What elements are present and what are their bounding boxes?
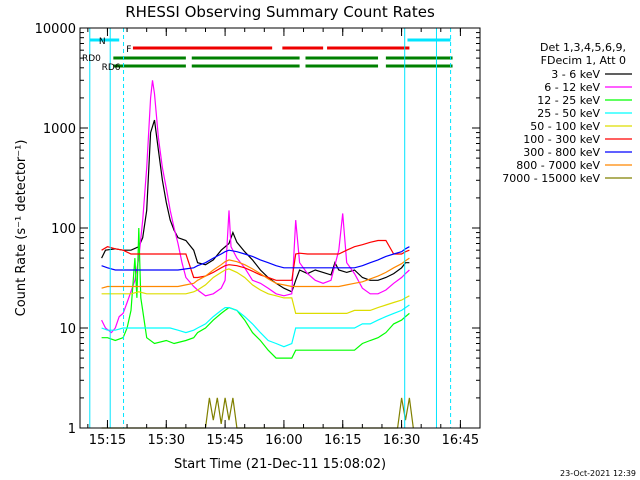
x-tick-label: 15:45 (206, 433, 243, 448)
series-line-2 (101, 227, 410, 359)
y-axis-label: Count Rate (s⁻¹ detector⁻¹) (14, 140, 29, 317)
flare-label: F (126, 45, 131, 55)
night-label: N (99, 37, 106, 47)
x-tick-label: 16:00 (265, 433, 302, 448)
series-line-6 (101, 246, 410, 271)
rd6-label: RD6 (102, 63, 121, 73)
legend-label-0: 3 - 6 keV (551, 68, 600, 81)
y-tick-label: 10000 (35, 22, 76, 37)
series-line-4 (101, 268, 410, 314)
y-tick-label: 10 (59, 322, 76, 337)
x-tick-label: 15:15 (89, 433, 126, 448)
series-line-8 (101, 397, 414, 429)
series-line-7 (101, 257, 410, 289)
series-line-1 (101, 80, 410, 334)
x-axis-label: Start Time (21-Dec-11 15:08:02) (174, 457, 386, 472)
legend: Det 1,3,4,5,6,9,FDecim 1, Att 03 - 6 keV… (502, 41, 632, 185)
legend-label-6: 300 - 800 keV (523, 146, 600, 159)
y-tick-label: 100 (51, 222, 76, 237)
legend-label-5: 100 - 300 keV (523, 133, 600, 146)
rd0-label: RD0 (82, 54, 101, 64)
chart-title: RHESSI Observing Summary Count Rates (125, 3, 435, 21)
x-tick-label: 16:15 (324, 433, 361, 448)
legend-label-7: 800 - 7000 keV (516, 159, 600, 172)
legend-label-1: 6 - 12 keV (544, 81, 600, 94)
x-tick-label: 16:45 (442, 433, 479, 448)
legend-label-4: 50 - 100 keV (530, 120, 600, 133)
legend-label-8: 7000 - 15000 keV (502, 172, 600, 185)
y-tick-label: 1000 (43, 122, 76, 137)
series-line-3 (101, 304, 410, 348)
series-line-5 (101, 239, 410, 281)
x-tick-label: 15:30 (148, 433, 185, 448)
legend-header-line: Det 1,3,4,5,6,9, (540, 41, 626, 54)
series-line-0 (101, 119, 410, 293)
footer-date: 23-Oct-2021 12:39 (560, 469, 636, 478)
y-tick-label: 1 (68, 422, 76, 437)
x-axis-ticks: 15:15 15:30 15:45 16:00 16:15 16:30 16:45 (87, 28, 481, 448)
legend-label-2: 12 - 25 keV (537, 94, 600, 107)
y-axis-ticks: 1 10 100 1000 10000 (35, 22, 480, 437)
legend-label-3: 25 - 50 keV (537, 107, 600, 120)
legend-header-line: FDecim 1, Att 0 (541, 54, 626, 67)
x-tick-label: 16:30 (383, 433, 420, 448)
